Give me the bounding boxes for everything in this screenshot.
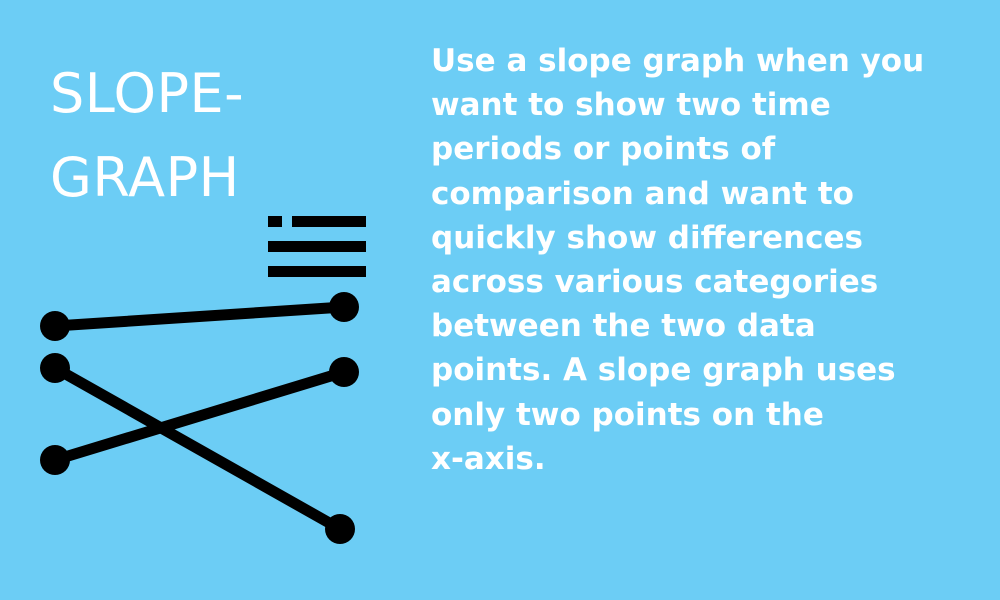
slope-line (49, 301, 350, 332)
slope-point (40, 445, 70, 475)
description-line: quickly show differences (431, 219, 863, 256)
slope-line (49, 366, 350, 466)
list-icon (268, 216, 366, 277)
list-icon-bar (268, 241, 366, 252)
description-line: across various categories (431, 264, 879, 301)
list-icon-bullet (268, 216, 282, 227)
slope-point (40, 311, 70, 341)
description-line: only two points on the (431, 396, 824, 433)
slope-point (40, 353, 70, 383)
slopegraph-illustration (40, 216, 366, 544)
description-line: periods or points of (431, 131, 776, 168)
list-icon-bar (292, 216, 366, 227)
slope-point (329, 357, 359, 387)
slopegraph-icon (40, 292, 359, 544)
description-line: comparison and want to (431, 175, 854, 212)
slope-line (49, 362, 346, 535)
title-line-2: GRAPH (50, 146, 240, 209)
description-line: Use a slope graph when you (431, 43, 925, 79)
slope-point (329, 292, 359, 322)
description-line: want to show two time (431, 87, 831, 124)
page-title: SLOPE- GRAPH (50, 52, 244, 220)
description-line: between the two data (431, 308, 816, 345)
description-line: x-axis. (431, 440, 546, 477)
description: Use a slope graph when you want to show … (431, 39, 991, 481)
title-line-1: SLOPE- (50, 62, 245, 125)
list-icon-bar (268, 266, 366, 277)
slope-point (325, 514, 355, 544)
description-line: points. A slope graph uses (431, 352, 896, 389)
